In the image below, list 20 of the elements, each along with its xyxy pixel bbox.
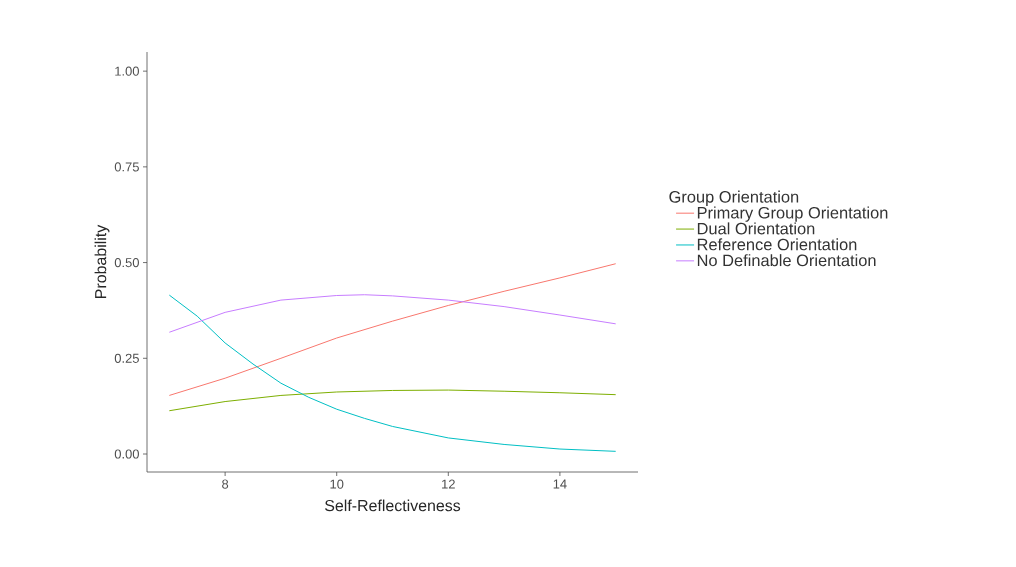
y-tick-label: 0.00 bbox=[114, 449, 139, 459]
y-axis-title: Probability bbox=[94, 224, 110, 298]
y-tick-label: 0.25 bbox=[114, 353, 139, 363]
legend-label: No Definable Orientation bbox=[697, 254, 876, 267]
legend-title: Group Orientation bbox=[669, 190, 799, 206]
y-tick-label: 0.75 bbox=[114, 162, 139, 172]
y-tick-label: 1.00 bbox=[115, 66, 139, 76]
line-series bbox=[168, 263, 617, 396]
x-tick-label: 8 bbox=[222, 479, 229, 489]
x-tick-label: 12 bbox=[442, 479, 455, 489]
x-tick-label: 14 bbox=[553, 479, 567, 489]
line-series bbox=[168, 294, 617, 333]
legend-label: Dual Orientation bbox=[697, 222, 815, 235]
line-series bbox=[168, 389, 617, 412]
x-tick-label: 10 bbox=[330, 479, 344, 489]
y-tick-label: 0.50 bbox=[114, 257, 139, 268]
legend-label: Reference Orientation bbox=[697, 238, 857, 251]
legend-label: Primary Group Orientation bbox=[697, 206, 888, 222]
x-axis-title: Self-Reflectiveness bbox=[325, 499, 461, 512]
line-series bbox=[168, 294, 617, 452]
